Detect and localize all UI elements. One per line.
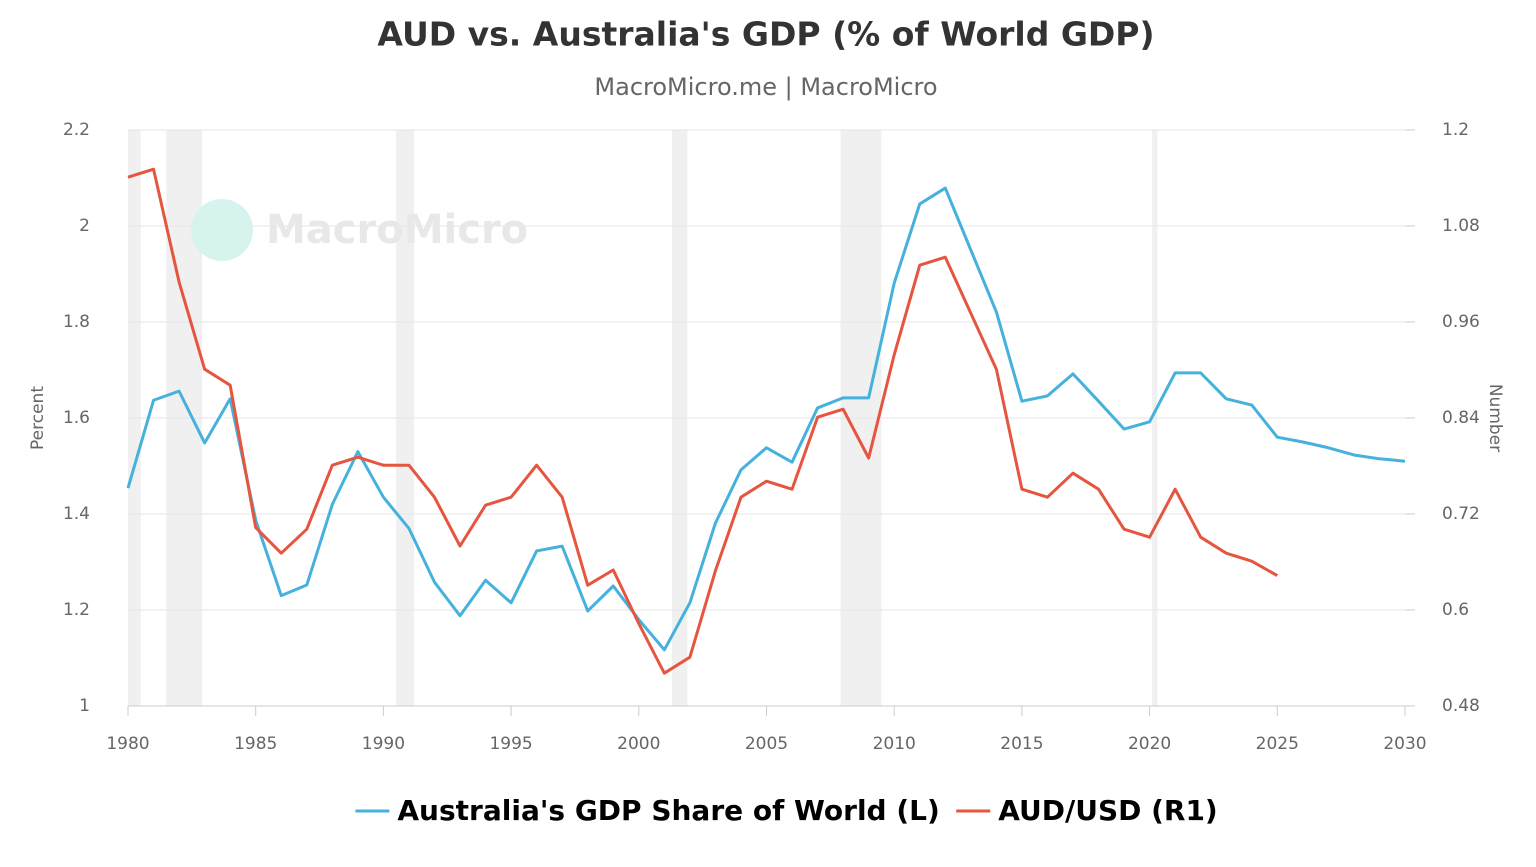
series-line bbox=[127, 167, 1279, 675]
x-tick-label: 2020 bbox=[1128, 734, 1171, 754]
x-tick-label: 1985 bbox=[234, 734, 277, 754]
y2-tick-label: 1.2 bbox=[1442, 120, 1469, 140]
y-tick-label: 1.4 bbox=[63, 504, 90, 524]
y2-tick-label: 0.48 bbox=[1442, 696, 1480, 716]
y-tick-label: 1.8 bbox=[63, 312, 90, 332]
legend-label: Australia's GDP Share of World (L) bbox=[397, 794, 939, 827]
y-tick-label: 1 bbox=[79, 696, 90, 716]
y2-tick-label: 0.72 bbox=[1442, 504, 1480, 524]
x-tick-label: 1980 bbox=[106, 734, 149, 754]
y2-tick-label: 0.6 bbox=[1442, 600, 1469, 620]
x-tick-label: 2010 bbox=[873, 734, 916, 754]
x-tick-label: 1990 bbox=[362, 734, 405, 754]
background-layer bbox=[128, 129, 1405, 707]
y-tick-label: 2.2 bbox=[63, 120, 90, 140]
x-tick-label: 2030 bbox=[1383, 734, 1426, 754]
x-tick-label: 1995 bbox=[489, 734, 532, 754]
y2-tick-label: 0.84 bbox=[1442, 408, 1480, 428]
x-tick-label: 2000 bbox=[617, 734, 660, 754]
y-tick-label: 2 bbox=[79, 216, 90, 236]
x-tick-label: 2015 bbox=[1000, 734, 1043, 754]
series-line bbox=[126, 186, 1406, 652]
y2-tick-label: 1.08 bbox=[1442, 216, 1480, 236]
watermark-logo bbox=[191, 199, 253, 261]
x-tick-label: 2025 bbox=[1256, 734, 1299, 754]
chart-title: AUD vs. Australia's GDP (% of World GDP) bbox=[377, 15, 1154, 54]
x-tick-label: 2005 bbox=[745, 734, 788, 754]
watermark: MacroMicro bbox=[266, 207, 528, 253]
chart-subtitle: MacroMicro.me | MacroMicro bbox=[594, 73, 937, 101]
y2-axis-label: Number bbox=[1485, 384, 1505, 452]
legend-label: AUD/USD (R1) bbox=[998, 794, 1218, 827]
y-tick-label: 1.2 bbox=[63, 600, 90, 620]
y-axis-label: Percent bbox=[28, 386, 48, 450]
y-tick-label: 1.6 bbox=[63, 408, 90, 428]
y2-tick-label: 0.96 bbox=[1442, 312, 1480, 332]
